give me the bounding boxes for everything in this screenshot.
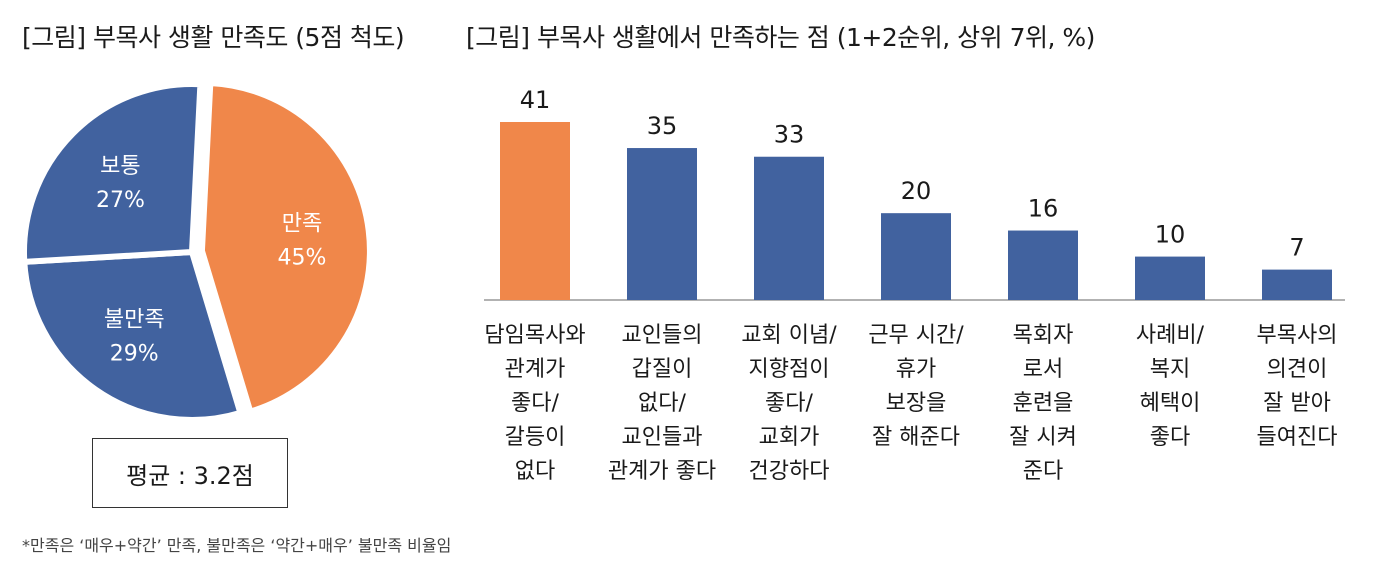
category-label-1-line-4: 관계가 좋다 [608,459,716,484]
bar-chart-title: [그림] 부목사 생활에서 만족하는 점 (1+2순위, 상위 7위, %) [466,23,1095,52]
category-label-2-line-1: 지향점이 [749,357,830,382]
average-score-box: 평균 : 3.2점 [92,438,288,508]
bar-value-label-2: 33 [774,121,805,149]
pie-chart-title: [그림] 부목사 생활 만족도 (5점 척도) [22,23,405,52]
category-label-0-line-2: 좋다/ [511,391,559,416]
category-label-2-line-3: 교회가 [759,425,820,450]
pie-slice-1 [21,248,245,423]
category-label-0-line-1: 관계가 [505,357,566,382]
bar-2 [754,156,824,300]
category-label-1-line-2: 없다/ [638,391,686,416]
category-label-1-line-1: 갑질이 [632,357,693,382]
bar-value-label-5: 10 [1155,221,1186,249]
pie-slice-name-1: 불만족 [104,308,165,333]
category-label-5-line-2: 혜택이 [1140,391,1201,416]
category-label-0-line-4: 없다 [515,459,555,484]
category-label-4-line-0: 목회자 [1013,323,1074,348]
category-label-3-line-1: 휴가 [896,357,936,382]
bar-0 [500,122,570,300]
bar-3 [881,213,951,300]
pie-slice-2 [21,81,204,266]
category-label-6-line-2: 잘 받아 [1263,391,1331,416]
category-label-3-line-2: 보장을 [886,391,947,416]
bar-value-label-3: 20 [901,177,932,205]
bar-1 [627,148,697,300]
pie-slice-percent-1: 29% [110,342,159,367]
category-label-1-line-3: 교인들과 [622,425,703,450]
category-label-0-line-3: 갈등이 [505,425,566,450]
category-label-1-line-0: 교인들의 [622,323,703,348]
category-label-4-line-3: 잘 시켜 [1009,425,1077,450]
pie-slice-percent-2: 27% [96,188,145,213]
pie-slice-name-0: 만족 [282,212,322,237]
bar-value-label-4: 16 [1028,195,1059,223]
category-label-0-line-0: 담임목사와 [484,323,585,348]
category-label-2-line-2: 좋다/ [765,391,813,416]
footnote: *만족은 ‘매우+약간’ 만족, 불만족은 ‘약간+매우’ 불만족 비율임 [22,536,452,555]
pie-slice-percent-0: 45% [278,246,327,271]
pie-slice-0 [198,80,373,416]
bar-value-label-0: 41 [520,86,551,114]
category-label-4-line-1: 로서 [1023,357,1063,382]
satisfaction-pie-chart: 만족 45% 불만족 29% 보통 27% [21,80,373,423]
category-label-6-line-0: 부목사의 [1257,323,1338,348]
pie-slice-name-2: 보통 [100,154,140,179]
category-label-3-line-3: 잘 해준다 [872,425,960,450]
category-label-6-line-3: 들여진다 [1257,425,1338,450]
category-label-2-line-4: 건강하다 [749,459,830,484]
bar-6 [1262,269,1332,300]
category-label-6-line-1: 의견이 [1267,357,1328,382]
average-score-label: 평균 : 3.2점 [126,461,254,490]
category-label-2-line-0: 교회 이념/ [741,323,837,348]
category-label-4-line-4: 준다 [1023,459,1063,484]
category-label-4-line-2: 훈련을 [1013,391,1074,416]
category-label-5-line-0: 사례비/ [1136,323,1205,348]
bar-value-label-1: 35 [647,112,678,140]
category-label-3-line-0: 근무 시간/ [868,323,964,348]
bar-value-label-6: 7 [1289,234,1304,262]
category-label-5-line-3: 좋다 [1150,425,1190,450]
bar-4 [1008,230,1078,300]
bar-5 [1135,256,1205,300]
category-label-5-line-1: 복지 [1150,357,1190,382]
